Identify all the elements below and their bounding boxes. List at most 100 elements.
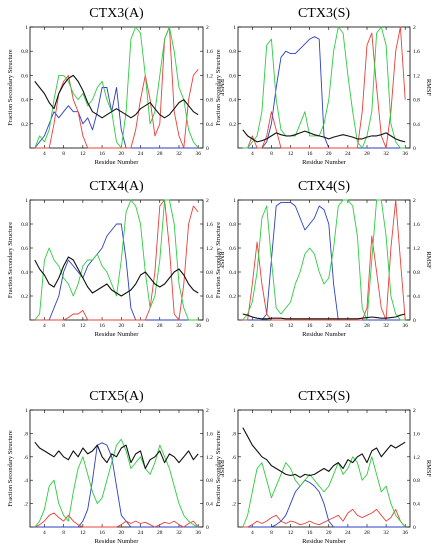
plot-frame xyxy=(237,199,411,321)
y-tick-label: .4 xyxy=(24,478,28,484)
x-tick-label: 12 xyxy=(288,323,294,329)
y2-tick-label: 0 xyxy=(206,525,209,531)
x-tick-label: 24 xyxy=(138,530,144,536)
y-axis-label: Fraction Secondary Structure xyxy=(215,430,222,506)
y2-tick-label: 1.2 xyxy=(206,73,213,79)
y2-tick-label: 1.2 xyxy=(413,455,420,461)
y2-tick-label: 1.6 xyxy=(413,49,420,55)
y2-tick-label: 0.4 xyxy=(206,502,213,508)
x-tick-label: 20 xyxy=(119,530,125,536)
y-tick-label: 0.2 xyxy=(229,294,236,300)
x-tick-label: 32 xyxy=(383,530,389,536)
y-tick-label: 0.8 xyxy=(229,222,236,228)
y2-tick-label: 0 xyxy=(413,146,416,152)
x-tick-label: 36 xyxy=(402,530,408,536)
series-line-beta-sheet xyxy=(34,438,199,528)
x-tick-label: 12 xyxy=(80,530,86,536)
y2-tick-label: 0.4 xyxy=(206,294,213,300)
y2-tick-label: 0 xyxy=(413,318,416,324)
x-tick-label: 4 xyxy=(251,151,254,157)
x-axis-label: Residue Number xyxy=(302,159,347,166)
y-tick-label: .2 xyxy=(24,502,28,508)
y-tick-label: 1 xyxy=(233,25,236,31)
chart-title: CTX5(A) xyxy=(89,389,144,404)
series-line-alpha-helix xyxy=(242,199,406,321)
y2-tick-label: 0.8 xyxy=(413,98,420,104)
y-tick-label: 1 xyxy=(25,198,28,204)
y-axis-label: Fraction Secondary Structure xyxy=(7,49,14,125)
x-tick-label: 8 xyxy=(62,323,65,329)
x-tick-label: 28 xyxy=(364,530,370,536)
x-tick-label: 36 xyxy=(195,151,201,157)
x-tick-label: 4 xyxy=(43,323,46,329)
series-line-rmsf xyxy=(242,313,406,320)
series-line-turn-coil xyxy=(242,479,406,528)
x-tick-label: 12 xyxy=(80,323,86,329)
y2-tick-label: 1.6 xyxy=(206,49,213,55)
series-line-rmsf xyxy=(34,74,199,119)
y2-tick-label: 2 xyxy=(413,408,416,414)
chart-panel-ctx3-s: CTX3(S) 4 8 12 16 20 24 28 32 36 0.2 0.4 0.6 0.8 1 0 0.4… xyxy=(215,6,432,166)
y2-tick-label: 0.8 xyxy=(413,478,420,484)
y2-tick-label: 2 xyxy=(413,25,416,31)
x-tick-label: 32 xyxy=(176,530,182,536)
y2-tick-label: 0.4 xyxy=(413,294,420,300)
y-tick-label: 0.8 xyxy=(21,222,28,228)
y-tick-label: 0.4 xyxy=(229,98,236,104)
series-line-rmsf xyxy=(34,441,199,470)
series-line-beta-sheet xyxy=(34,199,199,321)
chart-panel-ctx5-s: CTX5(S) 4 8 12 16 20 24 28 32 36 .2 .4 .6 .8 1 0 0.4 0.8 1… xyxy=(215,389,432,545)
y2-tick-label: 0.4 xyxy=(413,502,420,508)
x-tick-label: 20 xyxy=(119,323,125,329)
y-tick-label: 1 xyxy=(25,25,28,31)
y2-tick-label: 0 xyxy=(413,525,416,531)
y2-axis-label: RMSF xyxy=(218,79,225,97)
x-tick-label: 24 xyxy=(345,151,351,157)
chart-title: CTX4(A) xyxy=(89,179,144,194)
y-tick-label: 0.6 xyxy=(229,246,236,252)
x-tick-label: 16 xyxy=(307,323,313,329)
y2-tick-label: 1.2 xyxy=(413,73,420,79)
x-tick-label: 8 xyxy=(270,151,273,157)
x-tick-label: 20 xyxy=(119,151,125,157)
x-tick-label: 28 xyxy=(157,323,163,329)
y-tick-label: 0.2 xyxy=(21,294,28,300)
x-tick-label: 16 xyxy=(99,530,105,536)
y-axis-label: Fraction Secondary Structure xyxy=(7,222,14,298)
y-tick-label: .2 xyxy=(232,502,236,508)
x-tick-label: 12 xyxy=(288,151,294,157)
series-line-turn-coil xyxy=(34,87,199,149)
y2-tick-label: 1.2 xyxy=(206,246,213,252)
y2-axis-label: RMSF xyxy=(218,460,225,478)
y-axis-label: Fraction Secondary Structure xyxy=(7,430,14,506)
x-tick-label: 36 xyxy=(195,323,201,329)
x-tick-label: 36 xyxy=(402,151,408,157)
y-tick-label: 0.4 xyxy=(21,98,28,104)
x-tick-label: 28 xyxy=(364,151,370,157)
series-line-turn-coil xyxy=(34,442,199,528)
y2-tick-label: 0.4 xyxy=(413,122,420,128)
x-axis-label: Residue Number xyxy=(302,331,347,338)
x-tick-label: 32 xyxy=(383,151,389,157)
y-tick-label: 0.8 xyxy=(21,49,28,55)
series-line-turn-coil xyxy=(242,36,406,149)
x-tick-label: 32 xyxy=(176,151,182,157)
x-tick-label: 24 xyxy=(345,530,351,536)
y-axis-label: Fraction Secondary Structure xyxy=(215,49,222,125)
chart-panel-ctx4-s: CTX4(S) 4 8 12 16 20 24 28 32 36 0.2 0.4 0.6 0.8 1 0 0.4… xyxy=(215,179,432,338)
y2-axis-label: RMSF xyxy=(218,251,225,269)
series-line-rmsf xyxy=(242,129,406,143)
x-tick-label: 8 xyxy=(62,530,65,536)
y-tick-label: 1 xyxy=(233,198,236,204)
y2-tick-label: 0.8 xyxy=(206,98,213,104)
y-tick-label: 0.4 xyxy=(21,270,28,276)
y-tick-label: 1 xyxy=(233,408,236,414)
y2-tick-label: 1.6 xyxy=(206,222,213,228)
y-axis-label: Fraction Secondary Structure xyxy=(215,222,222,298)
y2-tick-label: 2 xyxy=(206,198,209,204)
y-tick-label: 0.6 xyxy=(21,246,28,252)
y-tick-label: 0.6 xyxy=(229,73,236,79)
x-tick-label: 32 xyxy=(383,323,389,329)
series-line-rmsf xyxy=(242,427,406,478)
x-tick-label: 4 xyxy=(251,530,254,536)
